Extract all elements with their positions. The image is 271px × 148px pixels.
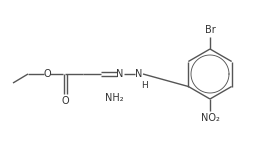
Text: O: O — [43, 69, 51, 79]
Text: NH₂: NH₂ — [105, 93, 124, 103]
Text: NO₂: NO₂ — [201, 113, 220, 123]
Text: O: O — [62, 96, 69, 106]
Text: N: N — [116, 69, 124, 79]
Text: Br: Br — [205, 25, 215, 35]
Text: H: H — [142, 82, 149, 90]
Text: N: N — [135, 69, 143, 79]
